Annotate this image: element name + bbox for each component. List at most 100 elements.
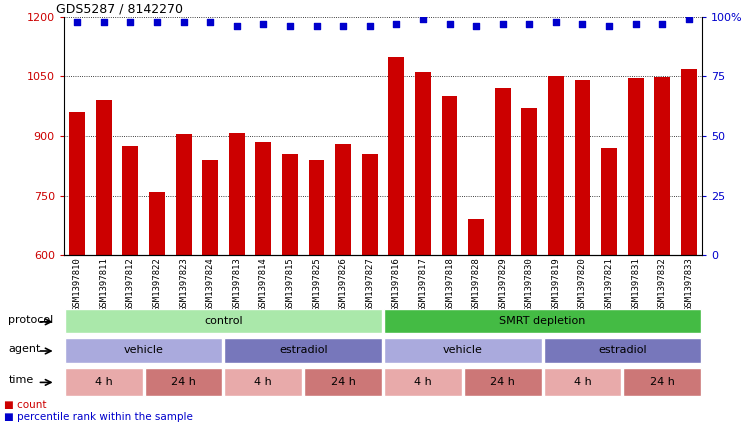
Point (417, 16, 429, 23)
Bar (654, 77, 671, 255)
Point (337, 23, 349, 30)
Text: GSM1397823: GSM1397823 (179, 258, 188, 311)
Text: GSM1397833: GSM1397833 (684, 258, 693, 311)
Text: GSM1397814: GSM1397814 (259, 258, 268, 311)
Bar (623, 368, 701, 396)
Bar (628, 78, 644, 255)
Bar (65, 368, 143, 396)
Text: GSM1397822: GSM1397822 (152, 258, 161, 311)
Point (71, 18, 83, 25)
Point (470, 23, 482, 30)
Bar (362, 154, 378, 255)
Point (550, 18, 562, 25)
Text: GSM1397815: GSM1397815 (285, 258, 294, 311)
Bar (255, 142, 271, 255)
Point (363, 23, 376, 30)
Text: GSM1397831: GSM1397831 (631, 258, 640, 311)
Bar (69, 112, 85, 255)
Point (151, 18, 163, 25)
Point (523, 21, 535, 27)
Point (444, 21, 456, 27)
Bar (96, 100, 112, 255)
Point (177, 18, 189, 25)
Bar (468, 220, 484, 255)
Text: 4 h: 4 h (95, 377, 113, 387)
Text: ■ percentile rank within the sample: ■ percentile rank within the sample (4, 412, 192, 423)
Text: SMRT depletion: SMRT depletion (499, 316, 586, 326)
Bar (225, 368, 302, 396)
Text: GSM1397820: GSM1397820 (578, 258, 587, 311)
Point (391, 21, 403, 27)
Bar (384, 309, 701, 333)
Bar (384, 368, 462, 396)
Bar (548, 77, 564, 255)
Text: GSM1397826: GSM1397826 (339, 258, 348, 311)
Text: ■ count: ■ count (4, 400, 47, 410)
Bar (335, 144, 351, 255)
Point (204, 18, 216, 25)
Bar (65, 309, 382, 333)
Point (258, 21, 270, 27)
Bar (442, 96, 457, 255)
Text: 24 h: 24 h (171, 377, 196, 387)
Text: GSM1397817: GSM1397817 (418, 258, 427, 311)
Bar (149, 192, 165, 255)
Bar (65, 338, 222, 363)
Bar (202, 160, 218, 255)
Bar (681, 69, 697, 255)
Text: GSM1397827: GSM1397827 (365, 258, 374, 311)
Point (310, 23, 322, 30)
Bar (495, 88, 511, 255)
Text: estradiol: estradiol (598, 346, 647, 355)
Text: 24 h: 24 h (490, 377, 515, 387)
Text: GSM1397813: GSM1397813 (232, 258, 241, 311)
Text: estradiol: estradiol (279, 346, 327, 355)
Point (125, 18, 137, 25)
Text: agent: agent (8, 344, 41, 354)
Text: control: control (204, 316, 243, 326)
Text: GSM1397816: GSM1397816 (392, 258, 401, 311)
Bar (282, 154, 298, 255)
Bar (309, 160, 324, 255)
Text: GSM1397812: GSM1397812 (126, 258, 135, 311)
Text: GSM1397818: GSM1397818 (445, 258, 454, 311)
Text: vehicle: vehicle (443, 346, 483, 355)
Text: GSM1397825: GSM1397825 (312, 258, 321, 311)
Bar (304, 368, 382, 396)
Text: protocol: protocol (8, 315, 53, 325)
Text: GSM1397830: GSM1397830 (525, 258, 534, 311)
Bar (122, 146, 138, 255)
Text: time: time (8, 375, 34, 385)
Text: GSM1397810: GSM1397810 (73, 258, 82, 311)
Point (284, 23, 296, 30)
Text: 4 h: 4 h (414, 377, 432, 387)
Bar (575, 80, 590, 255)
Text: GSM1397824: GSM1397824 (206, 258, 215, 311)
Bar (521, 108, 537, 255)
Text: 4 h: 4 h (255, 377, 272, 387)
Bar (176, 134, 192, 255)
Text: vehicle: vehicle (124, 346, 164, 355)
Text: GDS5287 / 8142270: GDS5287 / 8142270 (56, 2, 183, 15)
Bar (145, 368, 222, 396)
Text: GSM1397811: GSM1397811 (99, 258, 108, 311)
Bar (229, 133, 245, 255)
Point (98, 18, 110, 25)
Bar (384, 338, 541, 363)
Bar (464, 368, 541, 396)
Text: 24 h: 24 h (650, 377, 674, 387)
Text: GSM1397819: GSM1397819 (551, 258, 560, 311)
Bar (544, 368, 621, 396)
Point (603, 23, 615, 30)
Point (683, 16, 695, 23)
Text: GSM1397821: GSM1397821 (605, 258, 614, 311)
Point (577, 21, 589, 27)
Bar (601, 148, 617, 255)
Bar (415, 72, 431, 255)
Bar (544, 338, 701, 363)
Text: 24 h: 24 h (330, 377, 355, 387)
Point (656, 21, 668, 27)
Text: 4 h: 4 h (574, 377, 591, 387)
Point (231, 23, 243, 30)
Text: GSM1397829: GSM1397829 (498, 258, 507, 311)
